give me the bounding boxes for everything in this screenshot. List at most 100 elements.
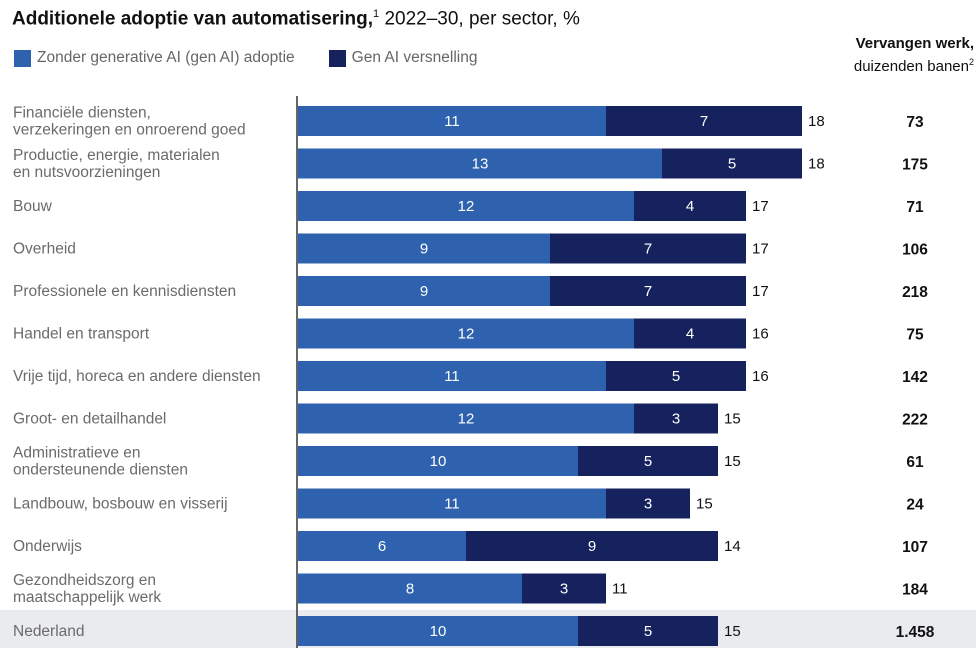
legend-label-series1: Zonder generative AI (gen AI) adoptie bbox=[37, 49, 295, 66]
replaced-jobs-header-line2: duizenden banen2 bbox=[854, 53, 974, 76]
bar-segment-series1 bbox=[298, 276, 550, 306]
bar-segment-series2 bbox=[522, 573, 606, 604]
bar-value-label: 13 bbox=[472, 156, 489, 173]
bar-value-label: 12 bbox=[458, 198, 475, 215]
bar-value-label: 7 bbox=[700, 113, 708, 130]
bar-segment-series2 bbox=[466, 531, 718, 561]
category-label: Financiële diensten, verzekeringen en onr… bbox=[13, 105, 246, 139]
category-label: Nederland bbox=[13, 623, 85, 640]
bar-total-label: 18 bbox=[808, 113, 825, 130]
replaced-jobs-value: 1.458 bbox=[896, 624, 935, 641]
bar-value-label: 5 bbox=[644, 623, 652, 640]
bar-value-label: 8 bbox=[406, 581, 414, 598]
bar-segment-series1 bbox=[298, 488, 606, 519]
category-label: Onderwijs bbox=[13, 538, 82, 555]
replaced-jobs-unit: duizenden banen bbox=[853, 58, 969, 75]
bar-value-label: 11 bbox=[444, 113, 460, 130]
bar-value-label: 11 bbox=[444, 368, 460, 385]
bar-value-label: 7 bbox=[644, 283, 652, 300]
bar-segment-series2 bbox=[634, 403, 718, 434]
bar-segment-series1 bbox=[298, 403, 634, 434]
replaced-jobs-value: 73 bbox=[906, 114, 924, 131]
bar-value-label: 5 bbox=[728, 156, 736, 173]
replaced-jobs-value: 75 bbox=[906, 327, 924, 344]
bar-value-label: 12 bbox=[458, 411, 475, 428]
bar-value-label: 12 bbox=[458, 326, 475, 343]
bar-value-label: 9 bbox=[588, 538, 596, 555]
bar-value-label: 5 bbox=[644, 453, 652, 470]
bar-segment-series2 bbox=[578, 616, 718, 646]
bar-value-label: 3 bbox=[560, 581, 568, 598]
bar-segment-series1 bbox=[298, 148, 662, 179]
bar-segment-series2 bbox=[550, 276, 746, 306]
category-label: Bouw bbox=[13, 198, 53, 215]
bar-segment-series2 bbox=[634, 318, 746, 349]
bar-value-label: 10 bbox=[430, 453, 447, 470]
legend-label-series2: Gen AI versnelling bbox=[351, 49, 478, 66]
bar-total-label: 16 bbox=[752, 326, 769, 343]
bar-value-label: 11 bbox=[444, 496, 460, 513]
replaced-jobs-value: 61 bbox=[906, 454, 924, 471]
legend: Zonder generative AI (gen AI) adoptie Ge… bbox=[14, 49, 511, 67]
title-main: Additionele adoptie van automatisering, bbox=[12, 8, 374, 30]
title-rest: 2022–30, per sector, % bbox=[379, 8, 580, 30]
bar-total-label: 11 bbox=[612, 581, 628, 598]
bar-value-label: 3 bbox=[672, 411, 680, 428]
replaced-jobs-value: 218 bbox=[902, 284, 928, 301]
title-footnote: 1 bbox=[373, 8, 380, 20]
bar-value-label: 7 bbox=[644, 241, 652, 258]
category-label: Productie, energie, materialen en nutsvoo… bbox=[13, 147, 220, 181]
bar-total-label: 15 bbox=[724, 453, 741, 470]
bar-total-label: 15 bbox=[724, 623, 741, 640]
bar-segment-series1 bbox=[298, 191, 634, 221]
bar-value-label: 4 bbox=[686, 326, 694, 343]
bar-segment-series2 bbox=[578, 446, 718, 476]
bar-value-label: 6 bbox=[378, 538, 386, 555]
bar-segment-series2 bbox=[606, 488, 690, 519]
bar-segment-series1 bbox=[298, 318, 634, 349]
bar-segment-series2 bbox=[606, 106, 802, 136]
bar-value-label: 4 bbox=[686, 198, 694, 215]
bar-segment-series1 bbox=[298, 233, 550, 264]
bar-segment-series1 bbox=[298, 531, 466, 561]
chart-title: Additionele adoptie van automatisering,1… bbox=[12, 8, 580, 30]
bar-value-label: 10 bbox=[430, 623, 447, 640]
bar-segment-series2 bbox=[634, 191, 746, 221]
bar-value-label: 5 bbox=[672, 368, 680, 385]
bar-total-label: 15 bbox=[724, 411, 741, 428]
bar-value-label: 3 bbox=[644, 496, 652, 513]
replaced-jobs-footnote: 2 bbox=[968, 57, 974, 67]
category-label: Administratieve en ondersteunende dienste… bbox=[13, 445, 188, 479]
replaced-jobs-value: 175 bbox=[902, 157, 928, 174]
bar-segment-series1 bbox=[298, 106, 606, 136]
category-label: Professionele en kennisdiensten bbox=[13, 283, 236, 300]
bar-segment-series1 bbox=[298, 361, 606, 391]
replaced-jobs-header: Vervangen werk, duizenden banen2 bbox=[854, 34, 974, 76]
bar-total-label: 15 bbox=[696, 496, 713, 513]
bar-segment-series2 bbox=[662, 148, 802, 179]
replaced-jobs-value: 24 bbox=[906, 497, 924, 514]
category-label: Handel en transport bbox=[13, 326, 150, 343]
category-label: Landbouw, bosbouw en visserij bbox=[13, 496, 228, 513]
replaced-jobs-value: 106 bbox=[902, 242, 928, 259]
category-label: Groot- en detailhandel bbox=[13, 411, 166, 428]
bar-segment-series2 bbox=[606, 361, 746, 391]
bar-total-label: 17 bbox=[752, 241, 769, 258]
replaced-jobs-value: 142 bbox=[902, 369, 928, 386]
bar-segment-series1 bbox=[298, 446, 578, 476]
bar-value-label: 9 bbox=[420, 283, 428, 300]
bar-total-label: 18 bbox=[808, 156, 825, 173]
legend-item-series2: Gen AI versnelling bbox=[328, 49, 478, 67]
legend-item-series1: Zonder generative AI (gen AI) adoptie bbox=[14, 49, 295, 67]
legend-swatch-series1 bbox=[14, 49, 31, 67]
replaced-jobs-value: 222 bbox=[902, 412, 928, 429]
category-label: Gezondheidszorg en maatschappelijk werk bbox=[13, 572, 161, 606]
bar-total-label: 17 bbox=[752, 283, 769, 300]
bar-total-label: 16 bbox=[752, 368, 769, 385]
replaced-jobs-value: 107 bbox=[902, 539, 928, 556]
category-label: Overheid bbox=[13, 241, 76, 258]
bar-segment-series1 bbox=[298, 616, 578, 646]
bar-segment-series1 bbox=[298, 573, 522, 604]
bar-total-label: 14 bbox=[724, 538, 741, 555]
